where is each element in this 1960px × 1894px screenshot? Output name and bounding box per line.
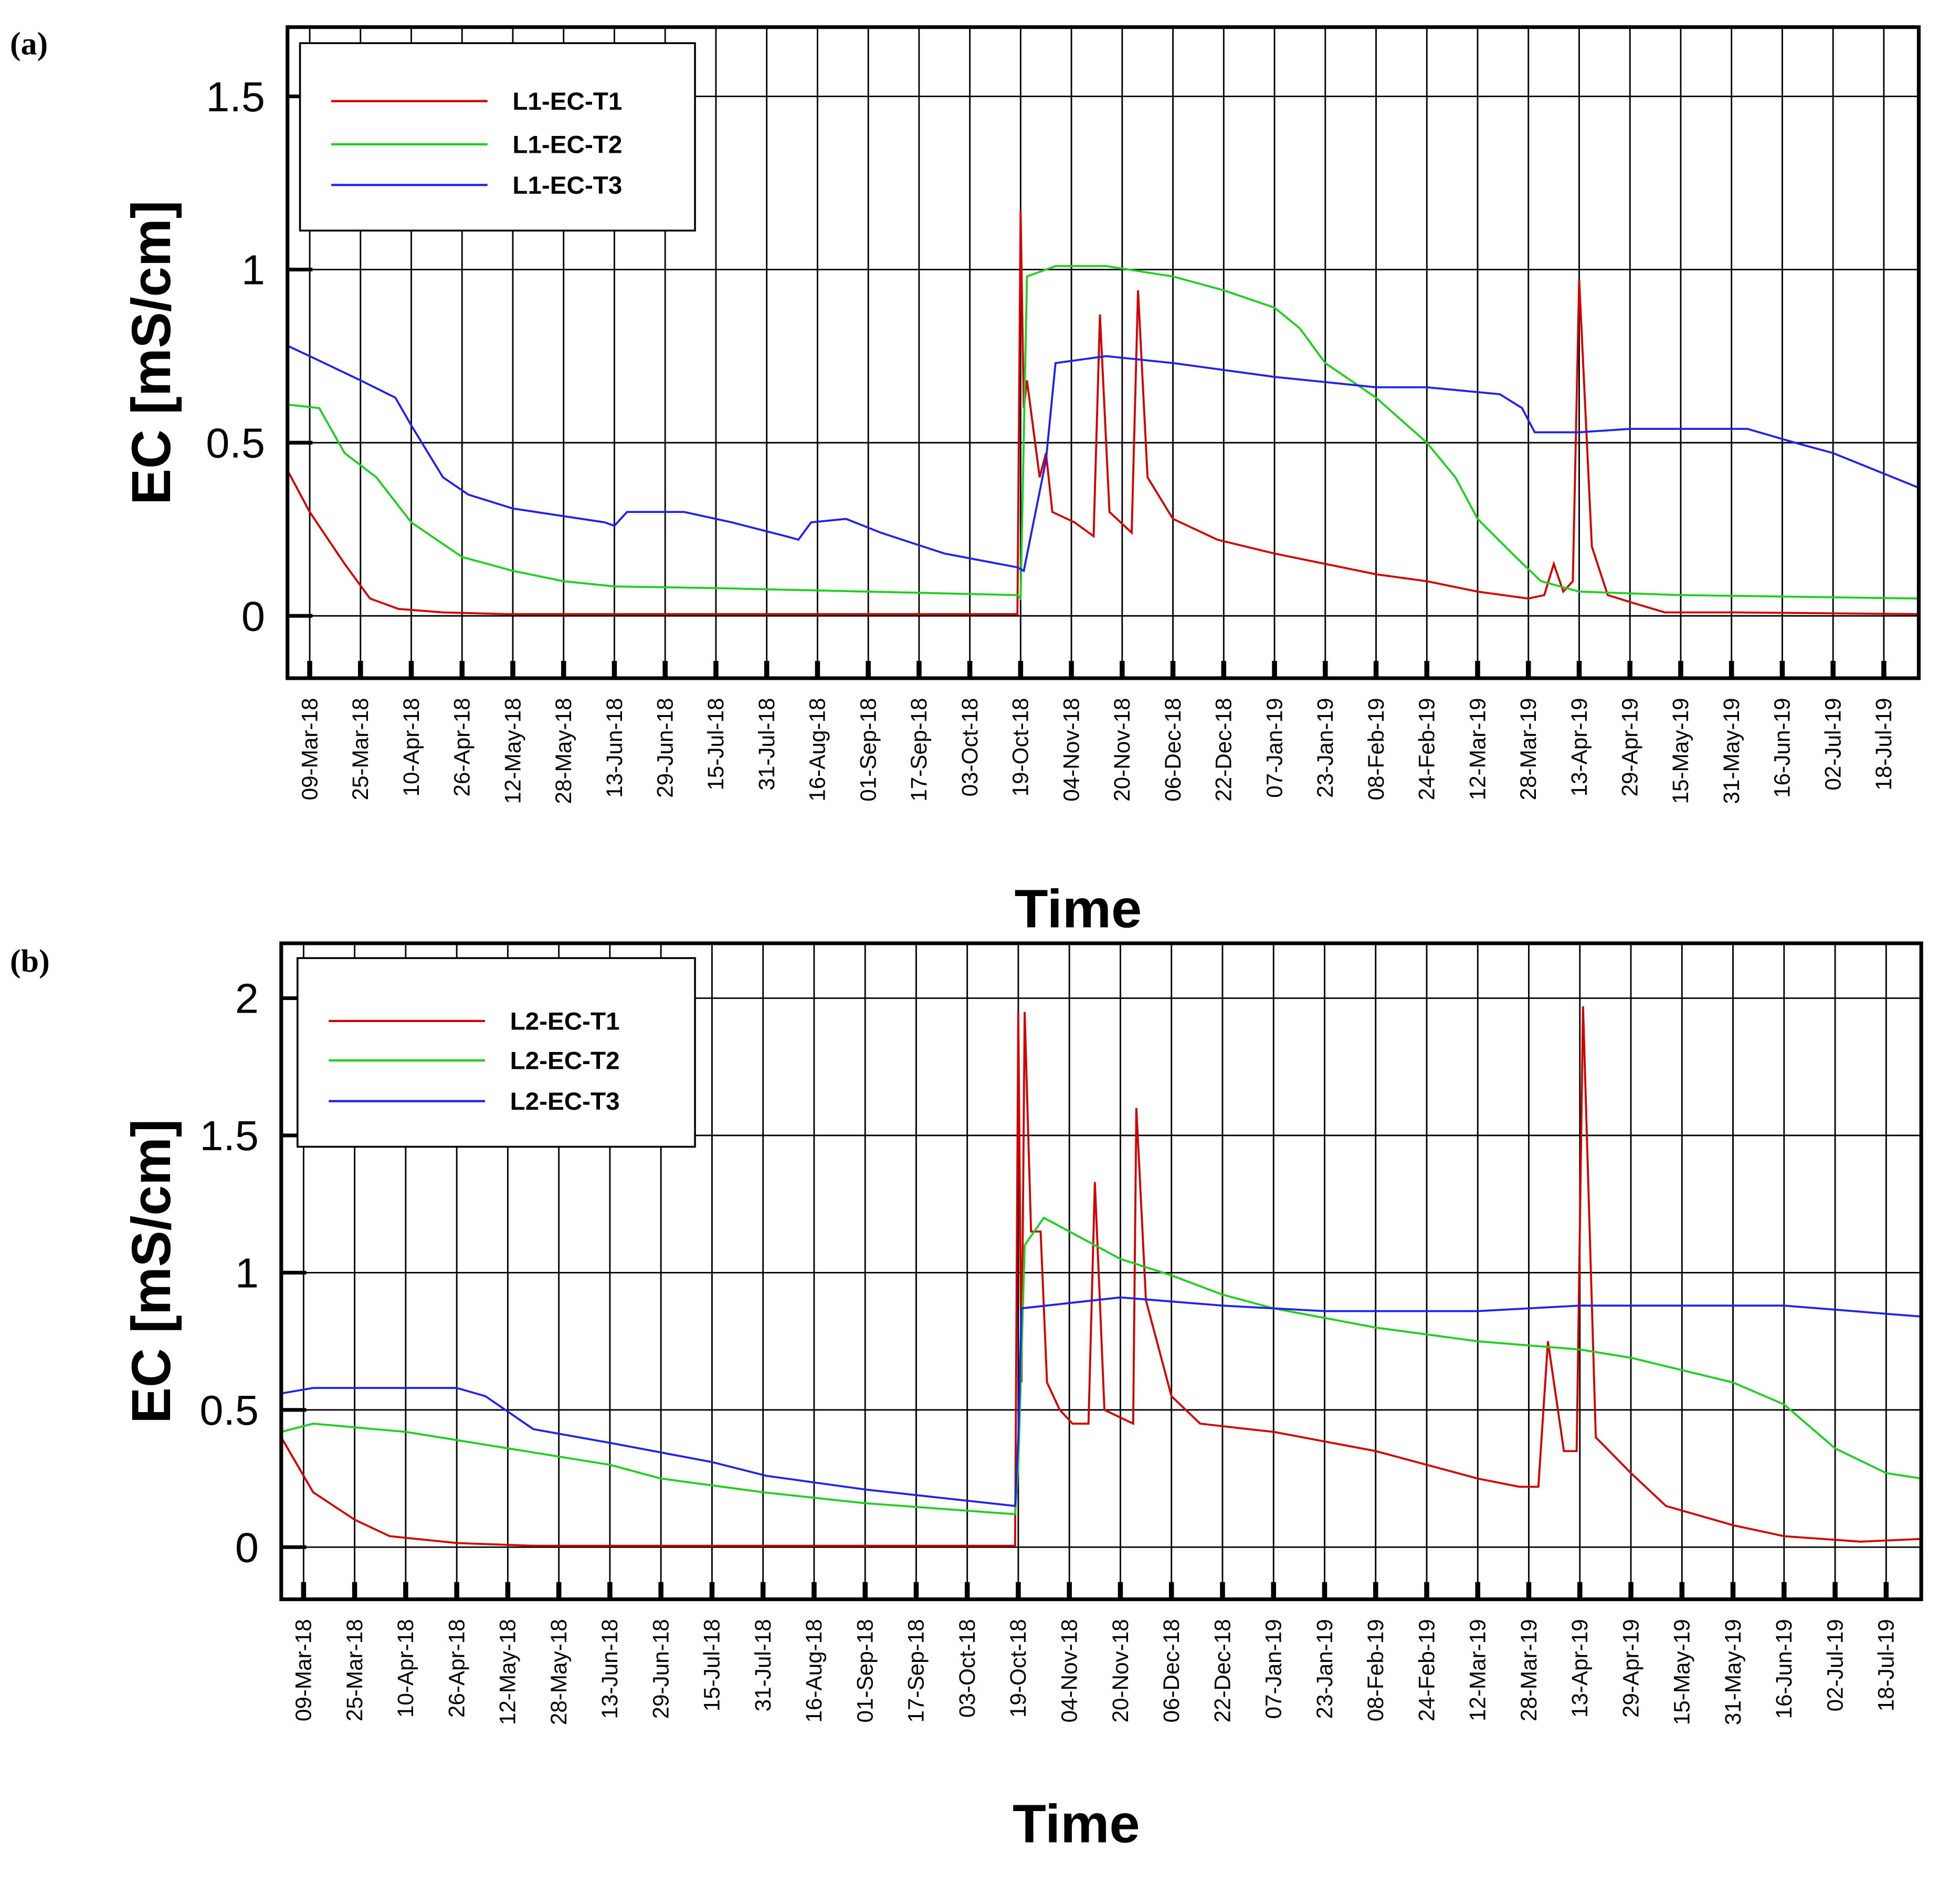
- y-tick-label: 1.5: [199, 1113, 259, 1160]
- x-tick-label: 10-Apr-18: [393, 1619, 418, 1718]
- data-line: [287, 211, 1919, 615]
- y-tick-label: 2: [235, 975, 259, 1022]
- x-tick-label: 31-Jul-18: [754, 698, 779, 791]
- y-tick-label: 0: [241, 593, 265, 640]
- x-tick-label: 25-Mar-18: [348, 698, 373, 801]
- legend-box: [296, 957, 696, 1148]
- y-axis-title: EC [mS/cm]: [121, 1119, 182, 1424]
- x-axis-title: Time: [1015, 879, 1142, 939]
- x-tick-label: 03-Oct-18: [957, 698, 983, 797]
- x-tick-label: 10-Apr-18: [399, 698, 424, 797]
- x-tick-label: 12-Mar-19: [1465, 698, 1490, 801]
- x-tick-label: 17-Sep-18: [907, 698, 932, 802]
- x-tick-label: 16-Jun-19: [1769, 698, 1795, 798]
- x-tick-label: 31-May-19: [1719, 698, 1744, 804]
- x-tick-label: 26-Apr-18: [444, 1619, 469, 1718]
- x-tick-label: 06-Dec-18: [1159, 1619, 1184, 1722]
- y-tick-label: 0.5: [199, 1387, 259, 1434]
- x-tick-label: 02-Jul-19: [1820, 698, 1846, 791]
- x-tick-label: 28-Mar-19: [1516, 1619, 1542, 1721]
- x-tick-label: 15-May-19: [1668, 698, 1693, 804]
- x-tick-label: 04-Nov-18: [1057, 1619, 1082, 1722]
- data-line: [287, 265, 1919, 601]
- x-tick-label: 22-Dec-18: [1211, 698, 1236, 802]
- panel-label: (a): [10, 26, 48, 62]
- x-tick-label: 16-Aug-18: [802, 1619, 827, 1722]
- plot-frame: [279, 941, 1923, 1602]
- x-tick-label: 16-Aug-18: [805, 698, 830, 802]
- x-tick-label: 16-Jun-19: [1772, 1619, 1797, 1719]
- x-tick-label: 23-Jan-19: [1313, 698, 1338, 798]
- y-tick-label: 0.5: [206, 420, 265, 467]
- x-tick-label: 24-Feb-19: [1414, 1619, 1439, 1721]
- x-tick-label: 15-May-19: [1669, 1619, 1694, 1725]
- y-tick-label: 1.5: [206, 73, 265, 120]
- x-tick-label: 15-Jul-18: [703, 698, 729, 791]
- x-tick-label: 03-Oct-18: [955, 1619, 980, 1718]
- x-tick-label: 20-Nov-18: [1110, 698, 1135, 802]
- x-tick-label: 18-Jul-19: [1873, 1619, 1899, 1711]
- x-tick-label: 07-Jan-19: [1262, 698, 1287, 798]
- x-tick-label: 24-Feb-19: [1414, 698, 1439, 801]
- x-tick-label: 12-May-18: [500, 698, 525, 804]
- x-tick-label: 20-Nov-18: [1108, 1619, 1133, 1722]
- data-line: [281, 1216, 1922, 1516]
- x-tick-label: 08-Feb-19: [1364, 698, 1389, 801]
- plot-frame: [286, 25, 1921, 680]
- x-tick-label: 06-Dec-18: [1161, 698, 1186, 802]
- legend-label: L2-EC-T3: [510, 1088, 620, 1116]
- x-tick-label: 23-Jan-19: [1312, 1619, 1337, 1719]
- x-tick-label: 25-Mar-18: [342, 1619, 367, 1721]
- x-tick-label: 31-May-19: [1721, 1619, 1746, 1725]
- x-tick-label: 28-May-18: [551, 698, 576, 804]
- x-tick-label: 13-Jun-18: [597, 1619, 623, 1719]
- x-tick-label: 15-Jul-18: [699, 1619, 724, 1711]
- x-tick-label: 28-Mar-19: [1516, 698, 1541, 801]
- x-tick-label: 29-Jun-18: [652, 698, 678, 798]
- x-tick-label: 19-Oct-18: [1008, 698, 1033, 797]
- legend-label: L2-EC-T1: [510, 1008, 620, 1036]
- x-tick-label: 13-Apr-19: [1567, 698, 1592, 797]
- legend-box: [299, 42, 696, 232]
- x-tick-label: 22-Dec-18: [1210, 1619, 1235, 1722]
- data-line: [281, 1296, 1922, 1507]
- x-tick-label: 31-Jul-18: [751, 1619, 776, 1711]
- x-tick-label: 28-May-18: [546, 1619, 572, 1725]
- y-tick-label: 1: [235, 1250, 259, 1297]
- x-tick-label: 13-Apr-19: [1567, 1619, 1593, 1718]
- x-tick-label: 17-Sep-18: [903, 1619, 929, 1722]
- x-tick-label: 29-Jun-18: [648, 1619, 673, 1719]
- legend-label: L1-EC-T2: [512, 131, 622, 159]
- legend-label: L2-EC-T2: [510, 1047, 620, 1075]
- data-line: [281, 1006, 1922, 1547]
- x-tick-label: 07-Jan-19: [1261, 1619, 1286, 1719]
- x-tick-label: 29-Apr-19: [1618, 1619, 1643, 1718]
- x-tick-label: 08-Feb-19: [1363, 1619, 1388, 1721]
- x-tick-label: 18-Jul-19: [1871, 698, 1896, 791]
- x-tick-label: 09-Mar-18: [297, 698, 322, 801]
- x-tick-label: 29-Apr-19: [1617, 698, 1642, 797]
- x-tick-label: 13-Jun-18: [602, 698, 627, 798]
- x-tick-label: 01-Sep-18: [852, 1619, 878, 1722]
- x-tick-label: 12-Mar-19: [1465, 1619, 1490, 1721]
- y-tick-label: 0: [235, 1524, 259, 1571]
- x-axis-title: Time: [1013, 1794, 1140, 1854]
- x-tick-label: 12-May-18: [495, 1619, 520, 1725]
- x-tick-label: 02-Jul-19: [1822, 1619, 1848, 1711]
- y-axis-title: EC [mS/cm]: [121, 201, 182, 505]
- legend-label: L1-EC-T1: [512, 88, 622, 115]
- x-tick-label: 26-Apr-18: [449, 698, 475, 797]
- x-tick-label: 01-Sep-18: [856, 698, 881, 802]
- panel-label: (b): [10, 943, 50, 979]
- legend-label: L1-EC-T3: [512, 172, 622, 199]
- y-tick-label: 1: [241, 247, 265, 293]
- data-line: [287, 344, 1919, 573]
- x-tick-label: 04-Nov-18: [1059, 698, 1084, 802]
- x-tick-label: 09-Mar-18: [291, 1619, 316, 1721]
- x-tick-label: 19-Oct-18: [1006, 1619, 1031, 1718]
